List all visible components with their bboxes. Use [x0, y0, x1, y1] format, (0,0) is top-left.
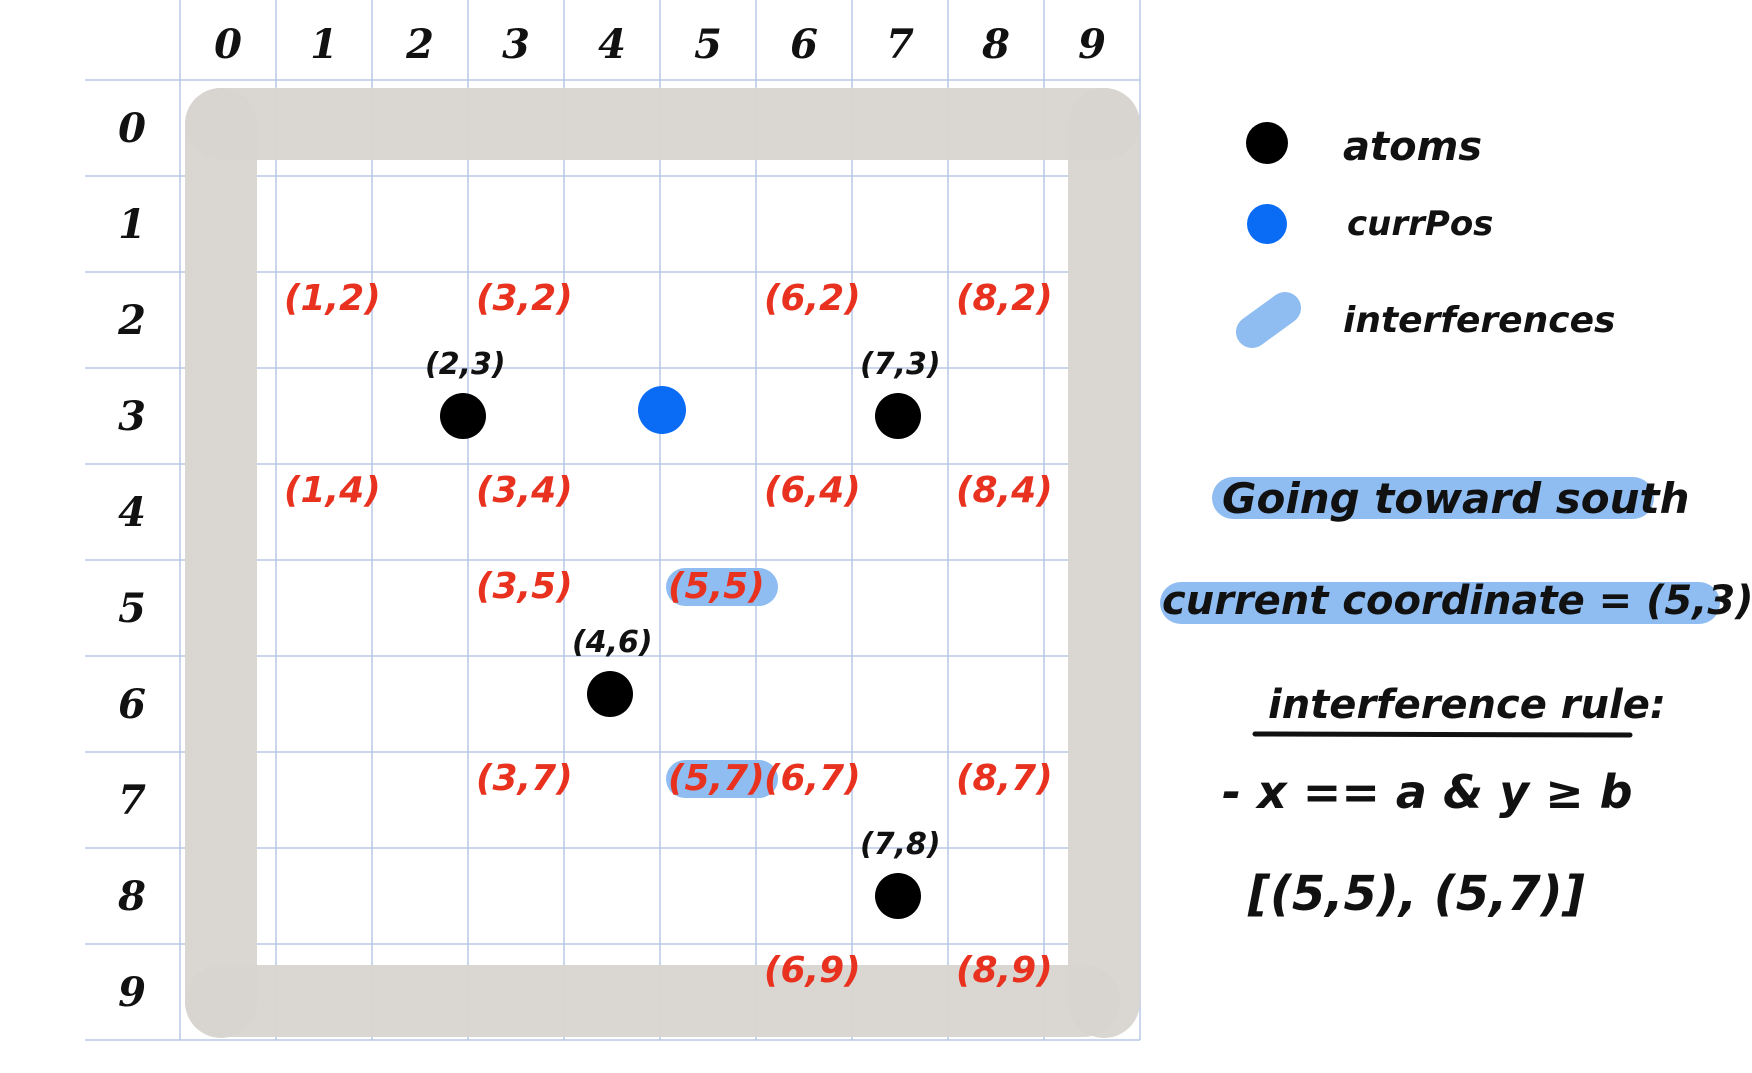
- candidate-label: (5,5): [668, 566, 765, 607]
- row-axis-labels: 0 1 2 3 4 5 6 7 8 9: [117, 105, 146, 1016]
- candidate-label: (1,2): [284, 278, 381, 319]
- row-label: 9: [118, 969, 146, 1016]
- candidate-label: (3,5): [476, 566, 573, 607]
- atom-dot: [875, 873, 921, 919]
- interference-highlights: [666, 568, 778, 798]
- candidate-label: (8,2): [956, 278, 1053, 319]
- legend-interferences-label: interferences: [1343, 300, 1615, 341]
- row-label: 2: [117, 297, 146, 344]
- atom-dot: [440, 393, 486, 439]
- legend-currpos-dot: [1247, 204, 1287, 244]
- row-label: 1: [118, 201, 146, 248]
- column-label: 8: [981, 21, 1010, 68]
- candidate-label: (8,9): [956, 950, 1053, 991]
- candidate-label: (6,2): [764, 278, 861, 319]
- legend-atom-dot: [1246, 122, 1288, 164]
- current-position-dot: [638, 386, 686, 434]
- candidate-label: (8,7): [956, 758, 1053, 799]
- current-position-layer: [638, 386, 686, 434]
- atom-dot: [587, 671, 633, 717]
- candidate-label: (3,7): [476, 758, 573, 799]
- column-label: 1: [310, 21, 338, 68]
- atom-label: (2,3): [425, 347, 506, 382]
- column-axis-labels: 0 1 2 3 4 5 6 7 8 9: [214, 21, 1106, 68]
- candidate-label: (6,7): [764, 758, 861, 799]
- candidate-label: (8,4): [956, 470, 1053, 511]
- interference-highlight: [666, 568, 778, 606]
- wall-top: [185, 88, 1140, 160]
- rule-expression: - x == a & y ≥ b: [1222, 765, 1633, 819]
- column-label: 0: [214, 21, 242, 68]
- candidate-label: (3,4): [476, 470, 573, 511]
- current-coordinate-note: current coordinate = (5,3): [1162, 578, 1752, 624]
- column-label: 3: [502, 21, 530, 68]
- rule-title-underline: [1252, 731, 1633, 738]
- row-label: 7: [118, 777, 146, 824]
- atoms-layer: (2,3) (7,3) (4,6) (7,8): [425, 347, 941, 919]
- row-label: 3: [118, 393, 146, 440]
- wall-right: [1068, 88, 1140, 1038]
- atom-label: (7,3): [860, 347, 941, 382]
- legend-atoms-label: atoms: [1343, 124, 1482, 170]
- candidate-label: (6,4): [764, 470, 861, 511]
- column-label: 2: [405, 21, 434, 68]
- column-label: 4: [598, 21, 626, 68]
- legend: atoms currPos interferences: [1236, 122, 1615, 348]
- rule-title: interference rule:: [1268, 682, 1666, 728]
- column-label: 7: [886, 21, 914, 68]
- row-label: 8: [117, 873, 146, 920]
- candidate-label: (1,4): [284, 470, 381, 511]
- column-label: 9: [1078, 21, 1106, 68]
- legend-currpos-label: currPos: [1347, 204, 1493, 244]
- atom-dot: [875, 393, 921, 439]
- wall-bottom: [185, 965, 1120, 1037]
- direction-note: Going toward south: [1222, 474, 1690, 523]
- candidate-label: (6,9): [764, 950, 861, 991]
- candidate-coordinate-labels: (1,2) (3,2) (6,2) (8,2) (1,4) (3,4) (6,4) (8,4)…: [284, 278, 1053, 991]
- rule-result: [(5,5), (5,7)]: [1247, 866, 1585, 922]
- row-label: 4: [118, 489, 146, 536]
- direction-highlight: [1212, 477, 1654, 519]
- candidate-label: (3,2): [476, 278, 573, 319]
- column-label: 5: [694, 21, 722, 68]
- interference-highlight: [666, 760, 778, 798]
- wall-left: [185, 88, 257, 1038]
- legend-interference-swatch: [1236, 292, 1301, 348]
- notes-panel: Going toward south current coordinate = …: [1160, 474, 1752, 922]
- coordinate-highlight: [1160, 582, 1720, 624]
- atom-label: (4,6): [572, 625, 653, 660]
- boundary-walls: [185, 88, 1140, 1038]
- candidate-label: (5,7): [668, 758, 765, 799]
- row-label: 6: [118, 681, 146, 728]
- row-label: 5: [118, 585, 146, 632]
- row-label: 0: [118, 105, 146, 152]
- column-label: 6: [790, 21, 818, 68]
- atom-label: (7,8): [860, 827, 941, 862]
